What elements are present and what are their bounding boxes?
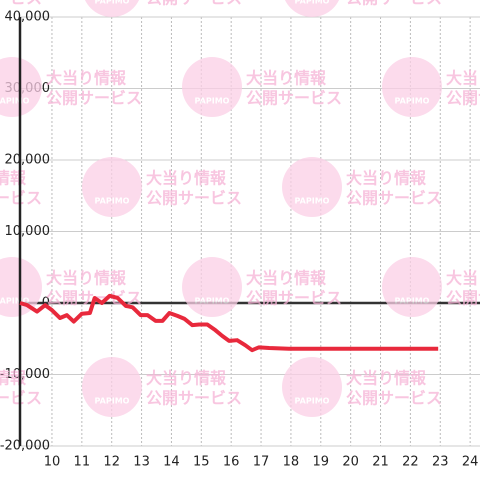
watermark-brand: PAPIMO: [0, 297, 30, 306]
watermark-text: 大当り情報: [346, 369, 427, 388]
watermark-text: 大当り情報: [446, 269, 480, 288]
x-tick-label: 11: [74, 455, 91, 470]
y-tick-label: 20,000: [5, 153, 51, 168]
watermark-text: 公開サービス: [146, 189, 242, 208]
x-tick-label: 19: [313, 455, 330, 470]
watermark-text: 大当り情報: [0, 169, 27, 188]
x-tick-label: 20: [342, 455, 359, 470]
watermark-brand: PAPIMO: [95, 197, 130, 206]
x-tick-label: 24: [462, 455, 479, 470]
watermark-logo: [182, 57, 242, 117]
watermark-text: 公開サービス: [346, 389, 442, 408]
data-line: [19, 293, 439, 353]
watermark-logo: [82, 357, 142, 417]
watermark-logo: [84, 0, 140, 17]
x-tick-label: 21: [372, 455, 389, 470]
watermark-brand: PAPIMO: [295, 197, 330, 206]
watermark-brand: PAPIMO: [395, 97, 430, 106]
y-tick-label: -10,000: [0, 367, 50, 382]
watermark-logo: [382, 257, 442, 317]
watermark-text: 公開サービス: [246, 89, 342, 108]
watermark-text: 大当り情報: [246, 269, 327, 288]
watermark-text: 公開サービス: [346, 0, 442, 8]
watermark: PAPIMO大当り情報公開サービスPAPIMO大当り情報公開サービスPAPIMO…: [0, 0, 480, 417]
watermark-text: 公開サービス: [0, 0, 42, 8]
watermark-text: 大当り情報: [0, 369, 27, 388]
watermark-brand: PAPIMO: [95, 0, 130, 6]
watermark-brand: PAPIMO: [395, 297, 430, 306]
watermark-brand: PAPIMO: [195, 297, 230, 306]
watermark-text: 公開サービス: [146, 0, 242, 8]
watermark-text: 大当り情報: [146, 169, 227, 188]
watermark-text: 大当り情報: [46, 69, 127, 88]
x-tick-label: 15: [193, 455, 210, 470]
watermark-logo: [282, 157, 342, 217]
watermark-text: 大当り情報: [246, 69, 327, 88]
watermark-brand: PAPIMO: [95, 397, 130, 406]
watermark-text: 大当り情報: [46, 269, 127, 288]
watermark-brand: PAPIMO: [295, 0, 330, 6]
x-tick-label: 18: [283, 455, 300, 470]
x-tick-label: 13: [133, 455, 150, 470]
y-tick-label: 0: [42, 296, 50, 311]
x-tick-label: 14: [163, 455, 180, 470]
watermark-text: 大当り情報: [146, 369, 227, 388]
watermark-text: 公開サービス: [146, 389, 242, 408]
watermark-text: 公開サービス: [346, 189, 442, 208]
x-tick-label: 22: [402, 455, 419, 470]
watermark-brand: PAPIMO: [0, 97, 30, 106]
x-tick-label: 16: [223, 455, 240, 470]
watermark-logo: [284, 0, 340, 17]
watermark-brand: PAPIMO: [195, 97, 230, 106]
watermark-logo: [182, 257, 242, 317]
x-tick-label: 17: [253, 455, 270, 470]
watermark-brand: PAPIMO: [295, 397, 330, 406]
watermark-logo: [282, 357, 342, 417]
x-tick-label: 12: [103, 455, 120, 470]
watermark-text: 大当り情報: [446, 69, 480, 88]
y-tick-label: -20,000: [0, 439, 50, 454]
watermark-text: 公開サービス: [446, 289, 480, 308]
x-tick-label: 23: [432, 455, 449, 470]
watermark-logo: [382, 57, 442, 117]
watermark-text: 公開サービス: [246, 289, 342, 308]
y-tick-label: 10,000: [5, 224, 51, 239]
x-tick-label: 10: [44, 455, 61, 470]
watermark-text: 公開サービス: [446, 89, 480, 108]
watermark-logo: [82, 157, 142, 217]
y-tick-label: 40,000: [5, 10, 51, 25]
watermark-text: 公開サービス: [46, 89, 142, 108]
watermark-text: 大当り情報: [346, 169, 427, 188]
